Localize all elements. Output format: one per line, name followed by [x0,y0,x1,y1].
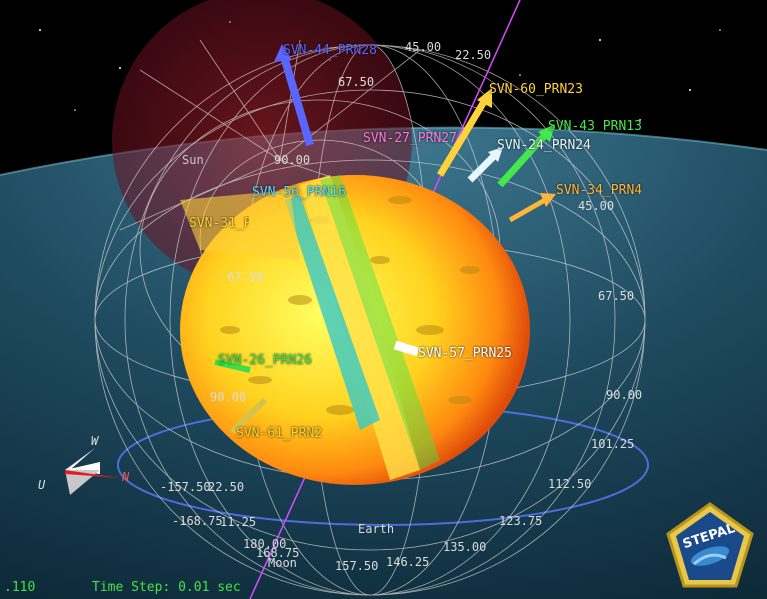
satellite-label: SVN-43_PRN13 [548,119,642,134]
satellite-label: SVN-31_PRN31 [189,216,249,231]
grid-label: 45.00 [578,199,615,213]
stars [39,21,721,121]
compass-w-label: W [91,434,99,448]
grid-label: 146.25 [386,555,430,569]
grid-label: -67.50 [220,270,264,284]
grid-label: 22.50 [455,48,492,62]
grid-label: 180.00 [243,537,287,551]
satellite-label: SVN-27_PRN27 [363,131,457,146]
satellite-label: SVN-57_PRN25 [418,346,512,361]
grid-label: 90.00 [274,153,311,167]
compass-n-label: N [122,470,130,484]
grid-label: -157.50 [160,480,211,494]
moon-label: Moon [268,556,297,570]
grid-label: 123.75 [499,514,543,528]
grid-label: 45.00 [405,40,442,54]
stepal-logo: STEPAL [666,502,754,588]
sun-label: Sun [182,153,204,167]
grid-label: 135.00 [443,540,487,554]
grid-label: 168.75 [256,546,300,560]
satellite-arrows [214,44,556,435]
grid-label: 90.00 [606,388,643,402]
grid-label: 67.50 [598,289,635,303]
satellite-label: SVN-56_PRN16 [252,185,346,200]
satellite-label: SVN-60_PRN23 [489,82,583,97]
earth-label: Earth [358,522,395,536]
compass-u-label: U [38,478,46,492]
grid-label: 157.50 [335,559,379,573]
grid-label: 67.50 [338,75,375,89]
satellite-label: SVN-61_PRN2 [236,426,323,441]
grid-label: 22.50 [208,480,245,494]
satellite-label: SVN-26_PRN26 [218,353,312,368]
satellite-label: SVN-44_PRN28 [283,43,377,58]
grid-label: 101.25 [591,437,635,451]
antenna-pattern [180,175,530,485]
orientation-compass [65,448,120,495]
satellite-label: SVN-34_PRN4 [556,183,643,198]
satellite-label: SVN-24_PRN24 [497,138,591,153]
grid-label: 11.25 [220,515,257,529]
grid-label: -168.75 [172,514,223,528]
grid-label: 112.50 [548,477,592,491]
grid-label: 90.00 [210,390,247,404]
time-step: Time Step: 0.01 sec [92,580,241,595]
time-value: .110 [4,580,36,595]
